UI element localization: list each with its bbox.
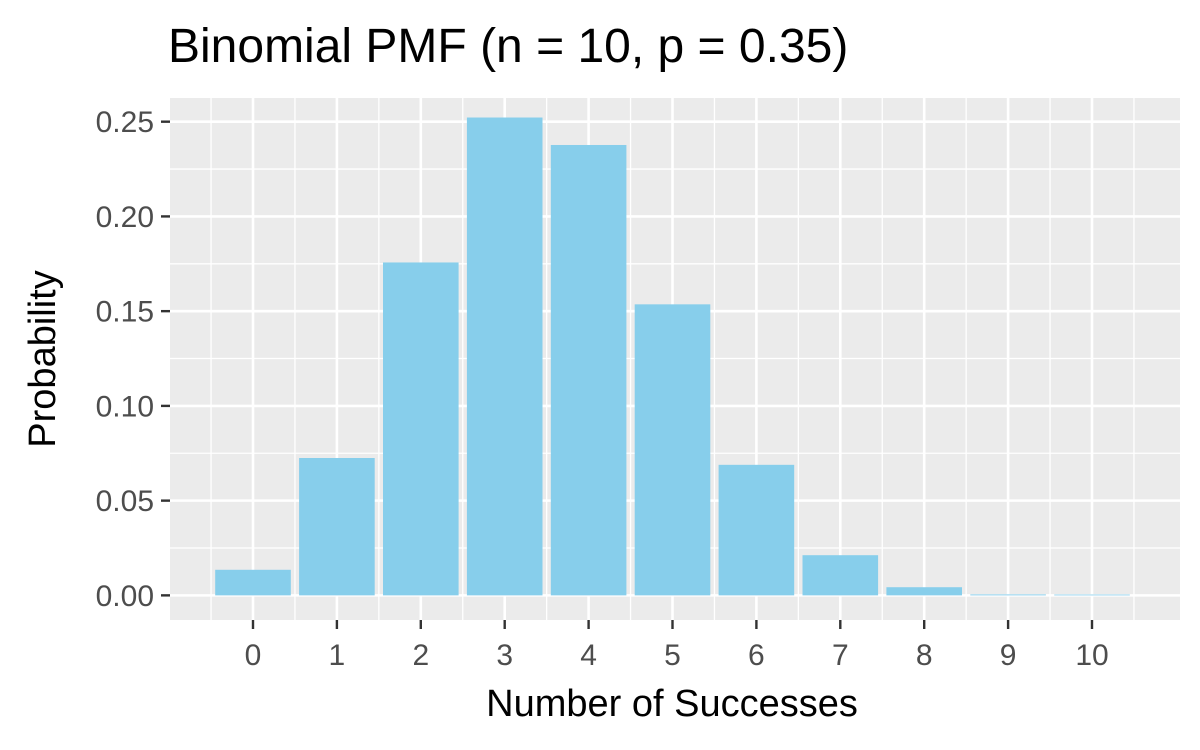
y-axis-title: Probability [22, 270, 64, 447]
bar-8 [886, 587, 962, 596]
bar-6 [718, 464, 795, 596]
bar-9 [970, 594, 1046, 596]
bars [215, 117, 1130, 596]
y-tick-label: 0.15 [96, 296, 154, 329]
bar-0 [215, 569, 291, 596]
y-axis: 0.00 0.05 0.10 0.15 0.20 0.25 [96, 106, 170, 613]
bar-3 [466, 117, 543, 596]
x-axis: 0 1 2 3 4 5 6 7 8 9 10 [245, 620, 1109, 672]
x-tick-label: 4 [580, 639, 597, 672]
bar-5 [634, 304, 711, 596]
y-tick-label: 0.10 [96, 390, 154, 423]
x-tick-label: 10 [1075, 639, 1108, 672]
bar-1 [299, 458, 375, 596]
x-tick-label: 3 [496, 639, 513, 672]
y-tick-label: 0.25 [96, 106, 154, 139]
x-tick-label: 2 [412, 639, 429, 672]
bar-7 [802, 555, 879, 596]
y-tick-label: 0.00 [96, 580, 154, 613]
bar-4 [550, 144, 627, 596]
x-tick-label: 1 [329, 639, 346, 672]
bar-2 [383, 262, 459, 596]
x-axis-title: Number of Successes [486, 683, 858, 725]
x-tick-label: 5 [664, 639, 681, 672]
x-tick-label: 8 [916, 639, 933, 672]
chart-title: Binomial PMF (n = 10, p = 0.35) [168, 20, 848, 73]
x-tick-label: 0 [245, 639, 262, 672]
bar-10 [1054, 594, 1130, 596]
x-tick-label: 6 [748, 639, 765, 672]
y-tick-label: 0.20 [96, 201, 154, 234]
x-tick-label: 7 [832, 639, 849, 672]
y-tick-label: 0.05 [96, 485, 154, 518]
x-tick-label: 9 [1000, 639, 1017, 672]
